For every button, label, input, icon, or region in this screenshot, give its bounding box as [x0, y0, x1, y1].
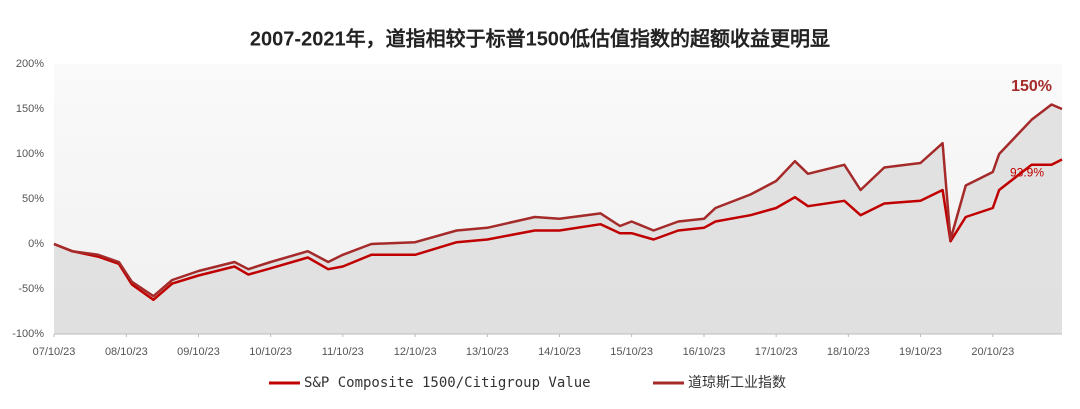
value-label: 93.9%: [1010, 166, 1044, 180]
legend-label: 道琼斯工业指数: [688, 375, 786, 391]
x-tick-label: 19/10/23: [899, 346, 942, 358]
value-label: 150%: [1011, 78, 1052, 95]
series-line: [53, 103, 1063, 298]
y-tick-label: 100%: [16, 148, 44, 160]
legend-label: S&P Composite 1500/Citigroup Value: [304, 375, 591, 391]
x-tick-label: 16/10/23: [683, 346, 726, 358]
x-tick-label: 14/10/23: [538, 346, 581, 358]
series-line: [53, 158, 1063, 302]
x-tick-label: 20/10/23: [971, 346, 1014, 358]
y-tick-label: -50%: [18, 283, 44, 295]
x-tick-label: 11/10/23: [322, 346, 364, 358]
x-tick-label: 13/10/23: [466, 346, 509, 358]
y-tick-label: -100%: [12, 328, 44, 340]
chart-title: 2007-2021年，道指相较于标普1500低估值指数的超额收益更明显: [250, 26, 830, 50]
x-tick-label: 12/10/23: [394, 346, 437, 358]
y-tick-label: 0%: [28, 238, 44, 250]
x-tick-label: 07/10/23: [33, 346, 76, 358]
x-tick-label: 17/10/23: [755, 346, 798, 358]
x-tick-label: 09/10/23: [177, 346, 220, 358]
x-tick-label: 10/10/23: [249, 346, 292, 358]
x-tick-label: 08/10/23: [105, 346, 148, 358]
y-tick-label: 200%: [16, 58, 44, 70]
y-tick-label: 50%: [22, 193, 44, 205]
x-tick-label: 18/10/23: [827, 346, 870, 358]
y-tick-label: 150%: [16, 103, 44, 115]
x-tick-label: 15/10/23: [610, 346, 653, 358]
